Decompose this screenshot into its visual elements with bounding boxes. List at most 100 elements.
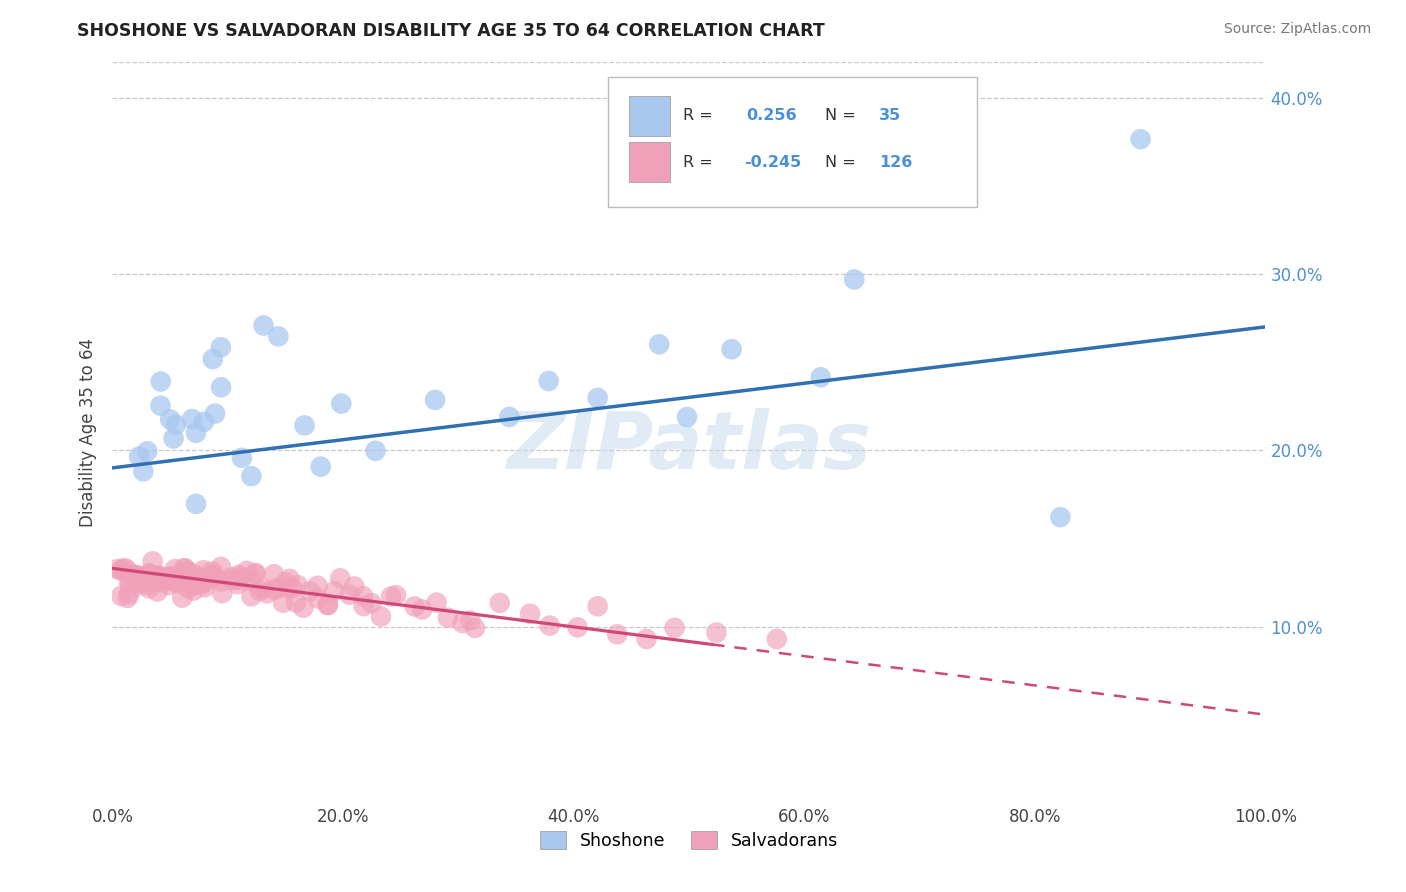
- Point: [173, 574, 195, 588]
- Point: [538, 618, 561, 632]
- Point: [142, 554, 165, 568]
- Point: [166, 576, 188, 591]
- Point: [231, 450, 253, 465]
- Point: [648, 337, 671, 351]
- Point: [277, 581, 299, 595]
- Point: [209, 574, 232, 589]
- FancyBboxPatch shape: [609, 78, 977, 207]
- Point: [125, 568, 148, 582]
- Point: [190, 574, 212, 589]
- Point: [263, 567, 285, 582]
- Point: [252, 581, 274, 595]
- Point: [676, 410, 699, 425]
- Point: [285, 596, 308, 610]
- Point: [309, 459, 332, 474]
- Point: [266, 582, 288, 596]
- Point: [1129, 132, 1152, 146]
- Point: [110, 564, 132, 578]
- Point: [183, 583, 205, 598]
- Point: [183, 578, 205, 592]
- Point: [228, 573, 250, 587]
- Point: [586, 391, 609, 405]
- Point: [537, 374, 560, 388]
- Point: [294, 418, 316, 433]
- Point: [155, 574, 177, 588]
- Point: [263, 582, 285, 597]
- Point: [249, 583, 271, 598]
- Point: [201, 568, 224, 582]
- Point: [720, 342, 742, 356]
- Point: [170, 570, 193, 584]
- Point: [110, 589, 132, 603]
- Point: [138, 582, 160, 596]
- Point: [191, 577, 214, 591]
- Point: [567, 620, 589, 634]
- Point: [765, 632, 787, 646]
- Point: [159, 569, 181, 583]
- Point: [464, 621, 486, 635]
- Point: [352, 589, 374, 603]
- Point: [278, 572, 301, 586]
- Point: [136, 578, 159, 592]
- Point: [146, 584, 169, 599]
- Point: [343, 579, 366, 593]
- Point: [136, 444, 159, 458]
- Point: [586, 599, 609, 614]
- Point: [256, 586, 278, 600]
- Point: [204, 569, 226, 583]
- Point: [519, 607, 541, 621]
- Point: [165, 417, 187, 432]
- Point: [188, 572, 211, 586]
- Point: [267, 329, 290, 343]
- Point: [664, 621, 686, 635]
- Point: [117, 591, 139, 605]
- Point: [194, 580, 217, 594]
- Point: [160, 569, 183, 583]
- Point: [274, 575, 297, 590]
- Point: [240, 590, 263, 604]
- Point: [138, 566, 160, 581]
- Point: [271, 596, 294, 610]
- Point: [201, 352, 224, 367]
- Legend: Shoshone, Salvadorans: Shoshone, Salvadorans: [533, 824, 845, 857]
- Point: [307, 591, 329, 606]
- FancyBboxPatch shape: [628, 143, 671, 182]
- Point: [170, 568, 193, 582]
- Point: [112, 563, 135, 577]
- Point: [118, 576, 141, 591]
- Point: [125, 576, 148, 591]
- FancyBboxPatch shape: [628, 95, 671, 136]
- Point: [844, 272, 866, 286]
- Point: [193, 415, 215, 429]
- Point: [165, 570, 187, 584]
- Point: [245, 566, 267, 580]
- Point: [360, 596, 382, 610]
- Point: [149, 399, 172, 413]
- Point: [229, 570, 252, 584]
- Point: [204, 407, 226, 421]
- Point: [201, 565, 224, 579]
- Point: [323, 584, 346, 599]
- Point: [181, 412, 204, 426]
- Point: [121, 567, 143, 582]
- Text: -0.245: -0.245: [744, 155, 801, 169]
- Point: [307, 579, 329, 593]
- Point: [184, 567, 207, 582]
- Point: [423, 392, 446, 407]
- Point: [163, 562, 186, 576]
- Point: [287, 578, 309, 592]
- Point: [112, 561, 135, 575]
- Point: [177, 565, 200, 579]
- Text: R =: R =: [683, 108, 713, 123]
- Text: Source: ZipAtlas.com: Source: ZipAtlas.com: [1223, 22, 1371, 37]
- Point: [152, 572, 174, 586]
- Text: N =: N =: [825, 155, 856, 169]
- Point: [353, 599, 375, 613]
- Point: [209, 340, 232, 354]
- Point: [211, 586, 233, 600]
- Point: [292, 600, 315, 615]
- Point: [129, 573, 152, 587]
- Point: [810, 370, 832, 384]
- Text: R =: R =: [683, 155, 713, 169]
- Point: [458, 614, 481, 628]
